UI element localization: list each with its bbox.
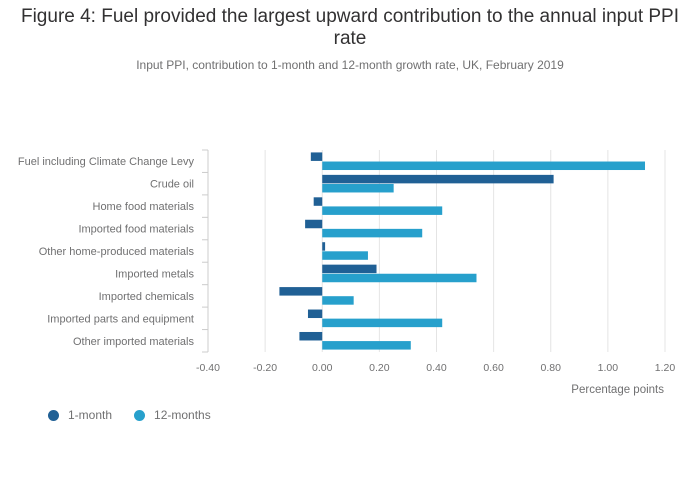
- bar-1-month-4: [322, 242, 326, 251]
- x-tick-label-7: 1.00: [598, 362, 619, 374]
- category-label-4: Other home-produced materials: [39, 246, 195, 258]
- legend-label-12-months: 12-months: [154, 408, 211, 422]
- x-tick-label-5: 0.60: [483, 362, 504, 374]
- bar-1-month-3: [305, 219, 323, 229]
- category-label-0: Fuel including Climate Change Levy: [18, 156, 195, 168]
- x-axis-title: Percentage points: [571, 384, 664, 396]
- legend-swatch-12-months: [134, 409, 146, 421]
- category-label-3: Imported food materials: [78, 224, 194, 236]
- bar-12-months-1: [322, 183, 394, 193]
- bar-1-month-1: [322, 174, 554, 184]
- bar-1-month-8: [299, 331, 323, 341]
- bar-12-months-7: [322, 318, 443, 328]
- bar-1-month-5: [322, 264, 377, 274]
- bar-12-months-0: [322, 161, 646, 171]
- x-axis-ticks: -0.40 -0.20 0.00 0.20 0.40 0.60 0.80 1.00 1.20: [196, 362, 675, 374]
- x-tick-label-0: -0.40: [196, 362, 220, 374]
- bar-12-months-3: [322, 228, 423, 238]
- category-label-2: Home food materials: [93, 201, 195, 213]
- bar-12-months-4: [322, 251, 368, 260]
- legend-label-1-month: 1-month: [68, 408, 113, 422]
- bar-1-month-7: [307, 309, 323, 319]
- chart-plot: Fuel including Climate Change Levy Crude …: [18, 149, 675, 396]
- bars: [279, 152, 646, 350]
- bar-1-month-2: [313, 197, 323, 206]
- category-label-5: Imported metals: [115, 268, 194, 280]
- x-tick-label-4: 0.40: [426, 362, 447, 374]
- x-tick-label-1: -0.20: [253, 362, 277, 374]
- bar-12-months-5: [322, 273, 477, 283]
- bar-1-month-6: [279, 287, 323, 296]
- category-label-8: Other imported materials: [73, 336, 195, 348]
- legend-item-1-month[interactable]: 1-month: [48, 408, 112, 422]
- legend-item-12-months[interactable]: 12-months: [134, 408, 211, 422]
- bar-12-months-2: [322, 206, 443, 215]
- category-label-1: Crude oil: [150, 179, 194, 191]
- legend-swatch-1-month: [48, 409, 59, 421]
- category-label-7: Imported parts and equipment: [47, 313, 194, 325]
- bar-12-months-6: [322, 296, 354, 305]
- bar-12-months-8: [322, 341, 411, 350]
- chart-subtitle: Input PPI, contribution to 1-month and 1…: [136, 58, 564, 72]
- category-label-6: Imported chemicals: [99, 291, 195, 303]
- category-axis: Fuel including Climate Change Levy Crude …: [18, 149, 209, 353]
- x-tick-label-6: 0.80: [541, 362, 562, 374]
- legend: 1-month 12-months: [48, 408, 233, 422]
- x-tick-label-8: 1.20: [655, 362, 676, 374]
- bar-1-month-0: [310, 152, 323, 161]
- chart-title: Figure 4: Fuel provided the largest upwa…: [20, 6, 679, 49]
- x-tick-label-3: 0.20: [369, 362, 390, 374]
- x-tick-label-2: 0.00: [312, 362, 333, 374]
